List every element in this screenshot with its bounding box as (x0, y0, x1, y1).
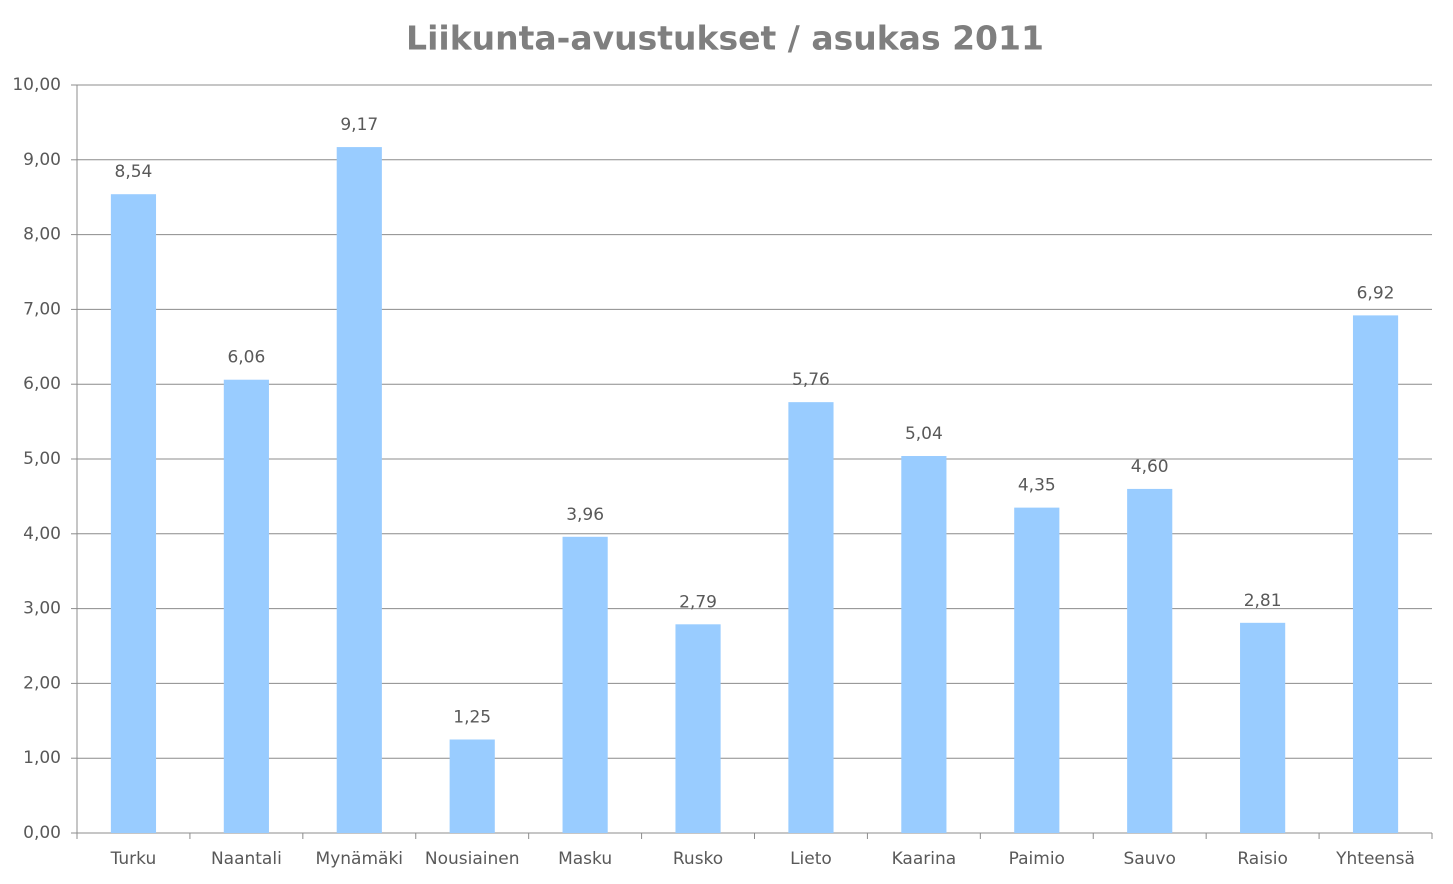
x-tick-label: Nousiainen (425, 849, 520, 869)
bar (223, 379, 269, 833)
bar (562, 536, 608, 833)
y-tick-label: 2,00 (23, 673, 61, 693)
value-label: 4,60 (1131, 457, 1169, 477)
value-label: 5,76 (792, 370, 830, 390)
bar (1240, 622, 1286, 833)
value-label: 3,96 (566, 505, 604, 525)
y-tick-label: 3,00 (23, 599, 61, 619)
bar (1014, 507, 1060, 833)
chart-title: Liikunta-avustukset / asukas 2011 (406, 19, 1044, 58)
bar (1127, 488, 1173, 833)
value-label: 9,17 (340, 115, 378, 135)
y-tick-label: 10,00 (12, 75, 61, 95)
bar (901, 456, 947, 833)
x-tick-label: Yhteensä (1335, 849, 1415, 869)
value-label: 5,04 (905, 424, 943, 444)
value-label: 1,25 (453, 708, 491, 728)
x-tick-label: Mynämäki (316, 849, 403, 869)
value-label: 2,81 (1244, 591, 1282, 611)
y-tick-label: 9,00 (23, 150, 61, 170)
x-tick-label: Sauvo (1123, 849, 1175, 869)
x-tick-label: Raisio (1237, 849, 1288, 869)
x-tick-label: Kaarina (892, 849, 957, 869)
y-tick-label: 8,00 (23, 225, 61, 245)
y-tick-label: 5,00 (23, 449, 61, 469)
value-label: 6,06 (227, 348, 265, 368)
value-label: 4,35 (1018, 476, 1056, 496)
value-label: 6,92 (1357, 283, 1395, 303)
bar (449, 739, 495, 833)
x-tick-label: Turku (110, 849, 157, 869)
bar (1352, 315, 1399, 833)
y-tick-label: 4,00 (23, 524, 61, 544)
y-tick-label: 6,00 (23, 374, 61, 394)
value-label: 8,54 (115, 162, 153, 182)
x-tick-label: Masku (558, 849, 612, 869)
y-tick-label: 7,00 (23, 299, 61, 319)
x-tick-label: Paimio (1009, 849, 1065, 869)
x-tick-label: Lieto (790, 849, 832, 869)
x-tick-label: Rusko (673, 849, 723, 869)
bar (788, 402, 834, 833)
bar (336, 147, 382, 834)
x-tick-label: Naantali (211, 849, 282, 869)
bar (675, 624, 721, 833)
bar (110, 194, 157, 833)
y-tick-label: 1,00 (23, 748, 61, 768)
value-label: 2,79 (679, 592, 717, 612)
y-tick-label: 0,00 (23, 823, 61, 843)
